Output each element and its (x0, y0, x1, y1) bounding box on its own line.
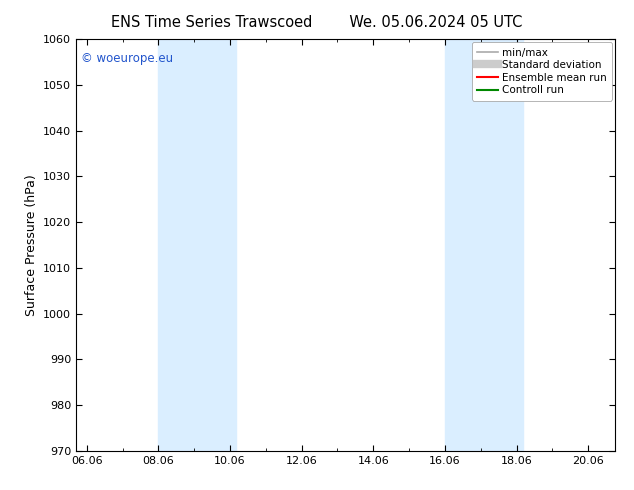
Y-axis label: Surface Pressure (hPa): Surface Pressure (hPa) (25, 174, 37, 316)
Text: © woeurope.eu: © woeurope.eu (81, 51, 174, 65)
Bar (158, 39, 236, 451)
Text: ENS Time Series Trawscoed        We. 05.06.2024 05 UTC: ENS Time Series Trawscoed We. 05.06.2024… (112, 15, 522, 30)
Bar (445, 39, 522, 451)
Legend: min/max, Standard deviation, Ensemble mean run, Controll run: min/max, Standard deviation, Ensemble me… (472, 42, 612, 100)
